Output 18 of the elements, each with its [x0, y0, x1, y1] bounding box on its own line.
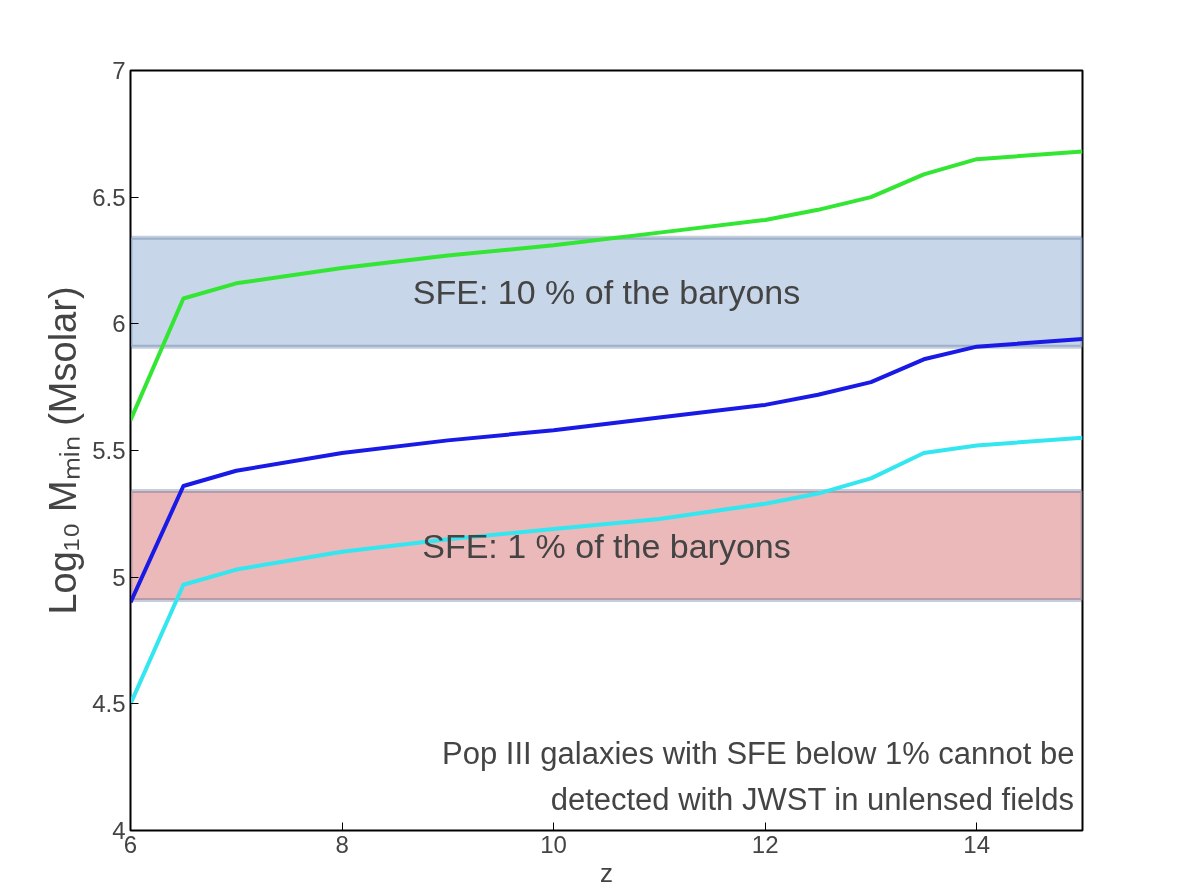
- y-tick-label: 7: [112, 57, 126, 84]
- x-tick-label: 14: [963, 830, 991, 858]
- x-tick-label: 8: [335, 830, 349, 858]
- x-axis-title: z: [600, 857, 613, 888]
- line-series: [130, 337, 1083, 605]
- y-tick-label: 5.5: [92, 437, 126, 464]
- y-axis-title: Log₁₀ Mₘᵢₙ (Msolar): [42, 286, 85, 615]
- line-series: [130, 435, 1083, 706]
- y-tick-label: 6: [112, 310, 126, 338]
- x-tick-label: 10: [540, 830, 567, 858]
- band-label: SFE: 10 % of the baryons: [412, 273, 801, 312]
- y-tick-label: 4: [112, 817, 126, 844]
- y-tick-label: 6.5: [92, 183, 126, 211]
- y-tick-label: 4.5: [92, 690, 126, 718]
- line-series: [130, 149, 1083, 423]
- annotation: Pop III galaxies with SFE below 1% cannot be detected with JWST in unlensed fields: [442, 736, 1075, 817]
- x-tick-label: 12: [751, 830, 779, 858]
- y-tick-label: 5: [112, 563, 126, 591]
